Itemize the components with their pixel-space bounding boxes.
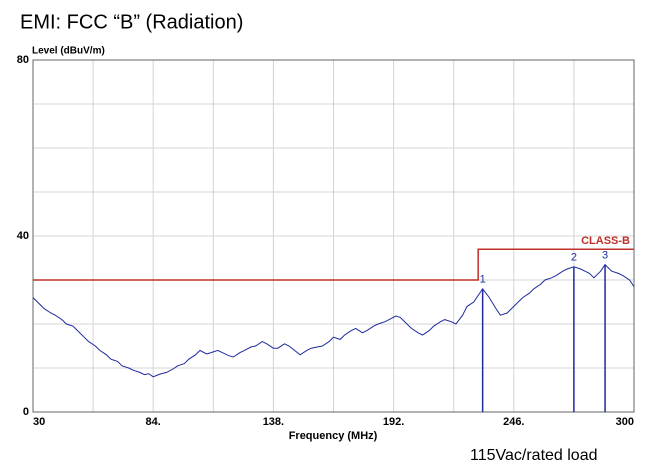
x-tick-label: 30 bbox=[33, 416, 45, 428]
plot-border bbox=[32, 59, 635, 413]
y-tick-label: 40 bbox=[17, 230, 29, 242]
footnote: 115Vac/rated load bbox=[470, 447, 598, 464]
x-tick-label: 84. bbox=[146, 416, 161, 428]
limit-line bbox=[33, 248, 634, 281]
marker-label: 1 bbox=[480, 274, 486, 286]
x-tick-label: 138. bbox=[263, 416, 284, 428]
x-tick-label: 192. bbox=[383, 416, 404, 428]
limit-label: CLASS-B bbox=[581, 235, 630, 247]
y-axis-label: Level (dBuV/m) bbox=[32, 46, 105, 57]
x-tick-label: 246. bbox=[503, 416, 524, 428]
x-tick-label: 300 bbox=[616, 416, 634, 428]
marker-label: 3 bbox=[602, 250, 608, 262]
x-axis-label: Frequency (MHz) bbox=[289, 430, 378, 442]
y-tick-label: 0 bbox=[23, 406, 29, 418]
marker-label: 2 bbox=[571, 252, 577, 264]
trace-line bbox=[32, 263, 635, 378]
chart-title: EMI: FCC “B” (Radiation) bbox=[20, 11, 243, 33]
y-tick-label: 80 bbox=[17, 54, 29, 66]
